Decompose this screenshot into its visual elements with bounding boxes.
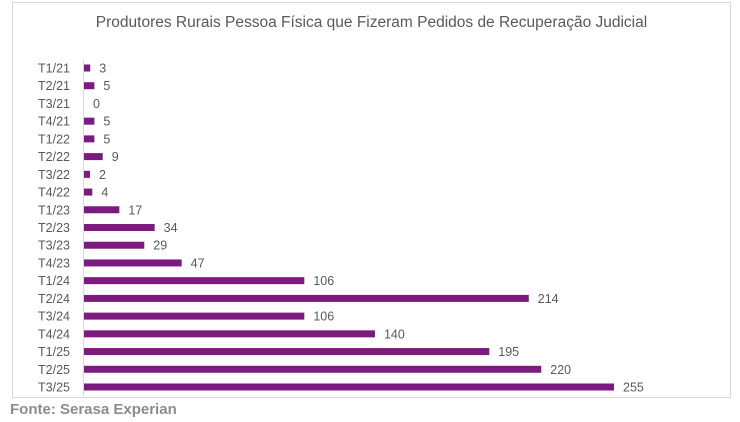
data-label: 214 [538, 292, 559, 306]
data-label: 255 [623, 381, 644, 395]
data-label: 220 [550, 363, 571, 377]
category-tick-label: T2/21 [38, 79, 70, 93]
source-caption: Fonte: Serasa Experian [10, 401, 177, 418]
bar [84, 153, 103, 161]
data-label: 3 [99, 62, 106, 76]
bar [84, 294, 529, 302]
category-tick-label: T3/23 [38, 239, 70, 253]
bar [84, 82, 95, 90]
bar [84, 64, 91, 72]
data-label: 17 [128, 203, 142, 217]
category-tick-label: T2/24 [38, 292, 70, 306]
category-tick-label: T1/23 [38, 203, 70, 217]
data-label: 106 [313, 310, 334, 324]
bar [84, 241, 145, 249]
category-tick-label: T4/22 [38, 186, 70, 200]
bar [84, 224, 155, 231]
bar [84, 348, 490, 356]
data-label: 106 [313, 274, 334, 288]
data-label: 5 [103, 79, 110, 93]
data-label: 9 [112, 150, 119, 164]
data-label: 2 [99, 168, 106, 182]
bar [84, 312, 305, 320]
chart-frame [12, 2, 731, 398]
category-tick-label: T4/24 [38, 327, 70, 341]
category-tick-label: T2/25 [38, 363, 70, 377]
bar [84, 135, 95, 143]
data-label: 34 [164, 221, 178, 235]
data-label: 29 [153, 239, 167, 253]
data-label: 5 [103, 132, 110, 146]
bar [84, 383, 614, 391]
category-tick-label: T3/21 [38, 97, 70, 111]
bar [84, 277, 305, 285]
category-tick-label: T2/23 [38, 221, 70, 235]
bar [84, 170, 90, 178]
category-tick-label: T1/22 [38, 132, 70, 146]
data-label: 195 [498, 345, 519, 359]
data-label: 47 [191, 256, 205, 270]
data-label: 0 [93, 97, 100, 111]
chart-title: Produtores Rurais Pessoa Física que Fize… [95, 14, 648, 31]
category-tick-label: T3/22 [38, 168, 70, 182]
bar [84, 365, 542, 373]
bar [84, 188, 93, 196]
category-tick-label: T1/24 [38, 274, 70, 288]
category-tick-label: T4/21 [38, 115, 70, 129]
category-tick-label: T1/25 [38, 345, 70, 359]
bar [84, 259, 182, 267]
category-tick-label: T3/24 [38, 310, 70, 324]
category-tick-label: T2/22 [38, 150, 70, 164]
bar [84, 117, 95, 125]
data-label: 140 [384, 327, 405, 341]
data-label: 5 [103, 115, 110, 129]
category-tick-label: T3/25 [38, 381, 70, 395]
bar [84, 206, 120, 214]
category-tick-label: T4/23 [38, 256, 70, 270]
bar [84, 330, 375, 338]
data-label: 4 [101, 186, 108, 200]
category-tick-label: T1/21 [38, 62, 70, 76]
